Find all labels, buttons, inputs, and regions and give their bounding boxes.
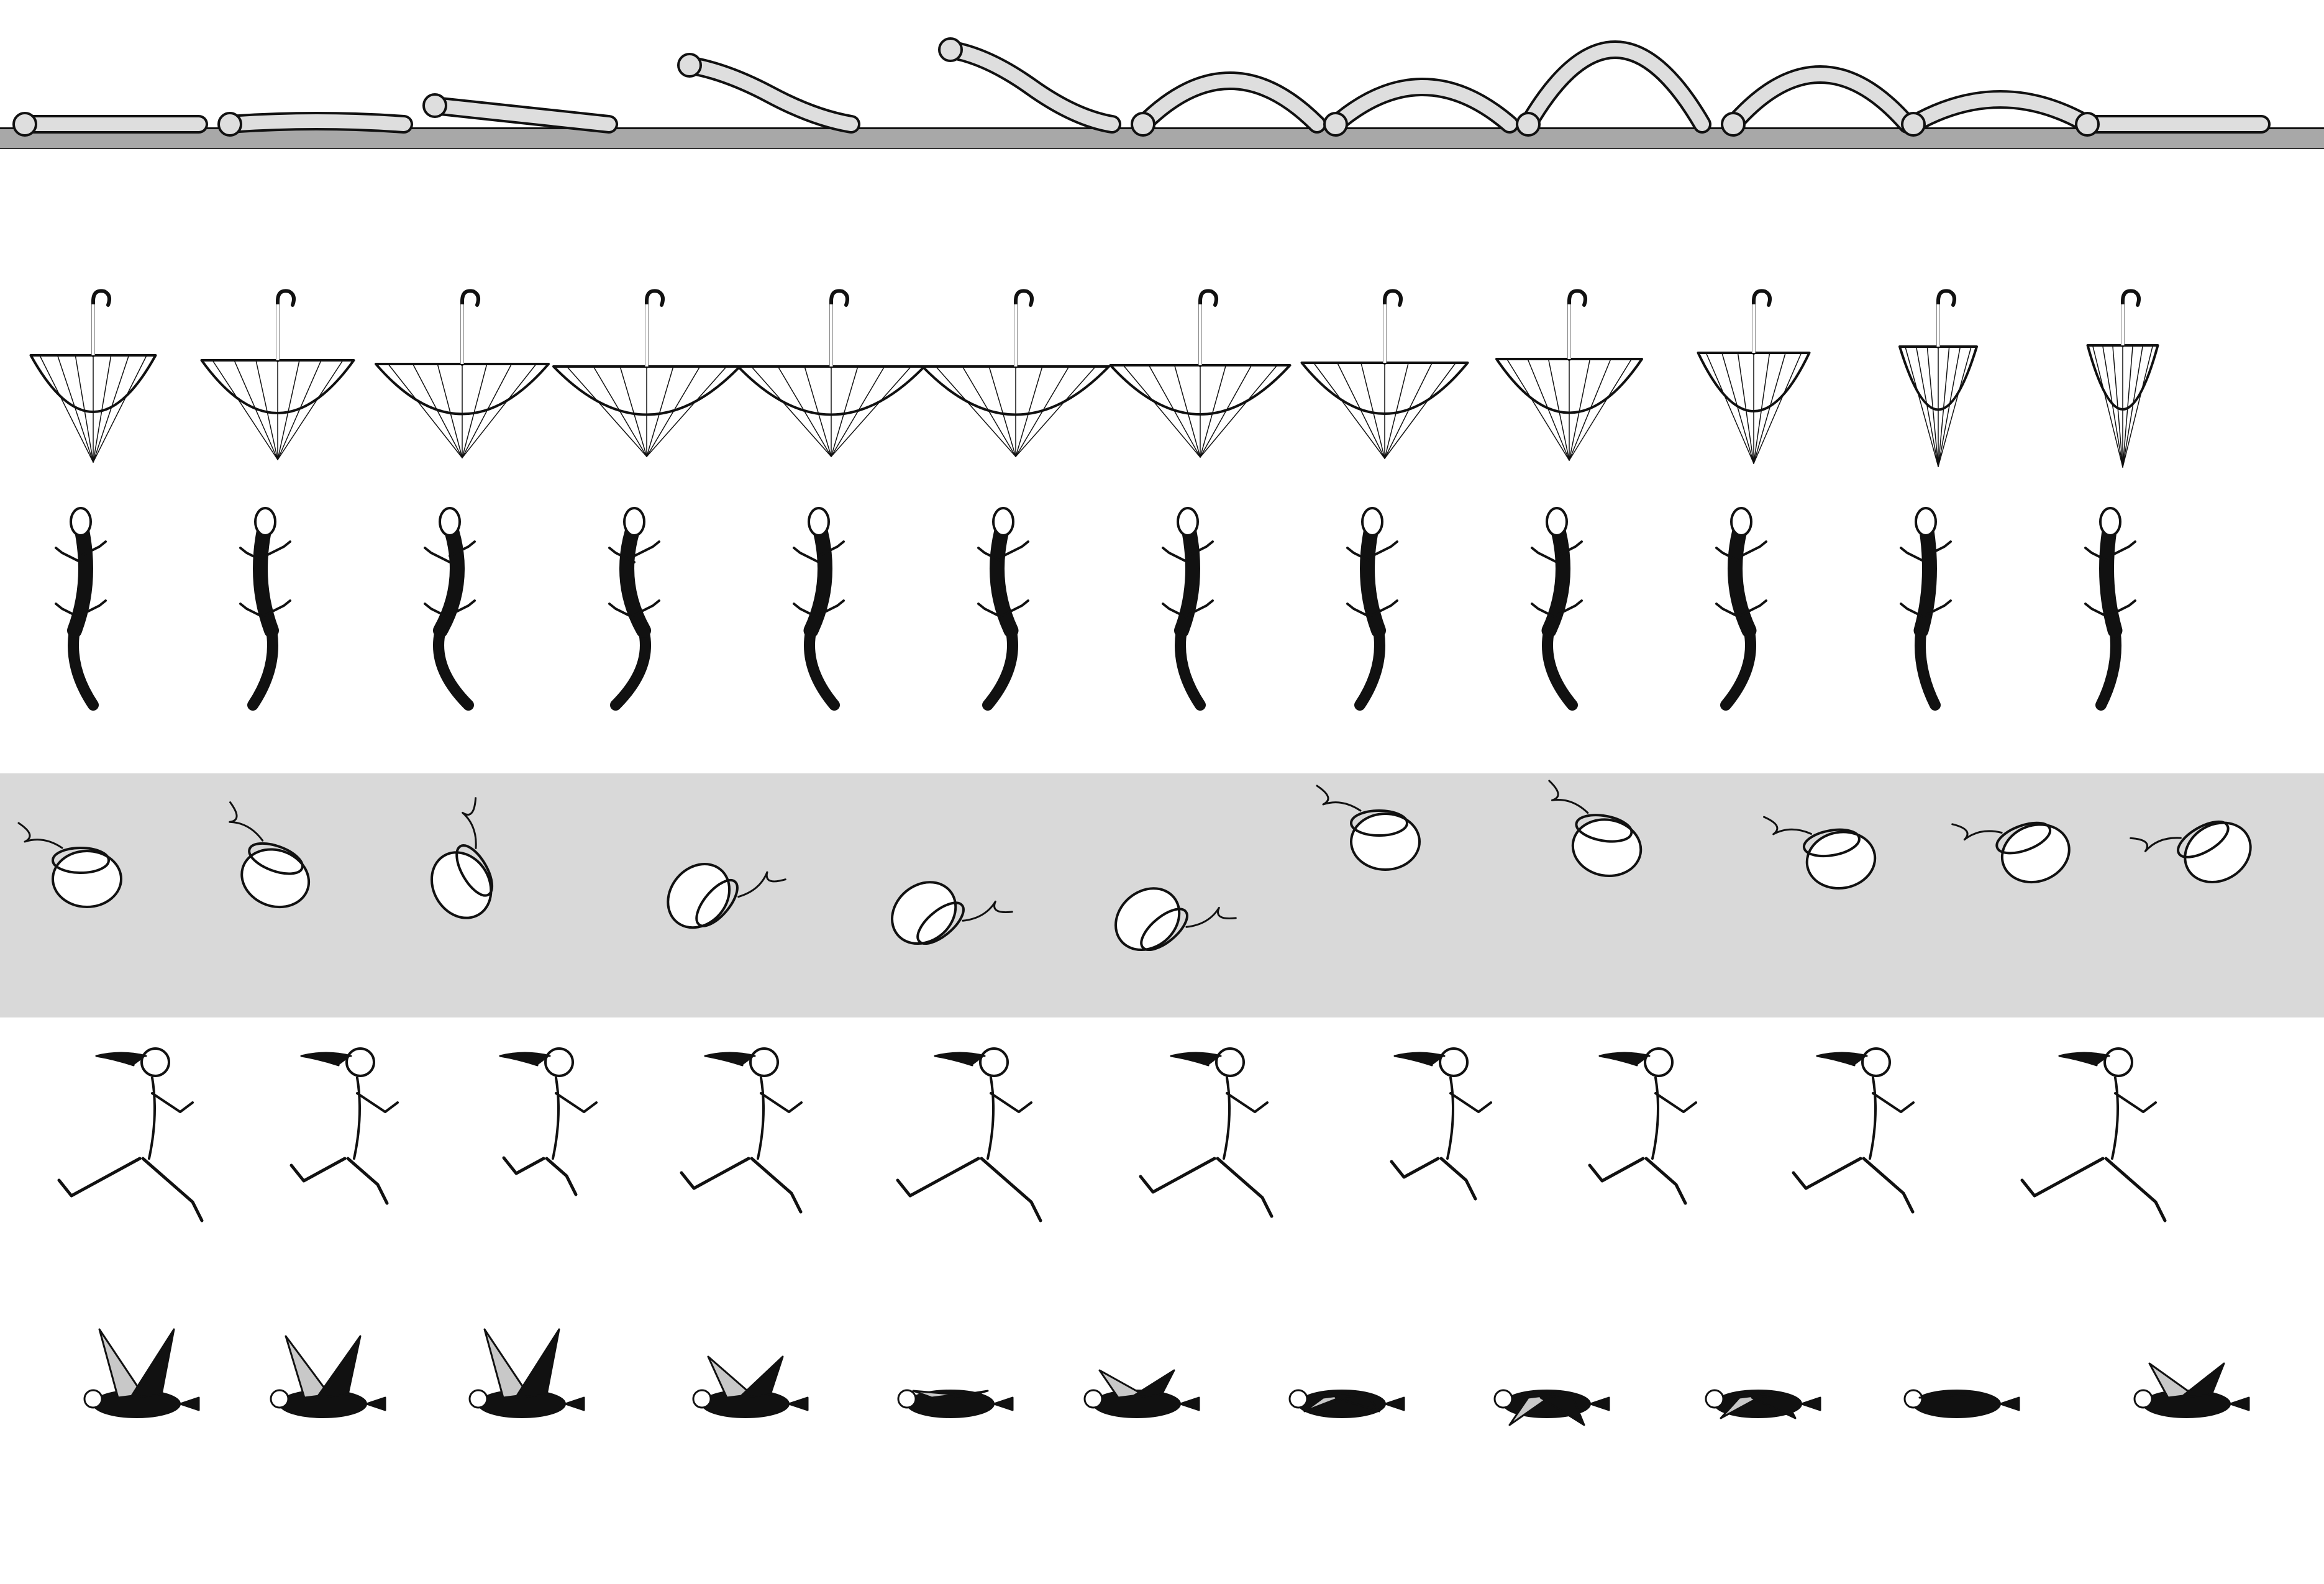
umbrella-row [29,289,2159,468]
eagle-frame [1493,1389,1610,1426]
running-woman-row [57,1047,2167,1222]
salamander-frame [1715,507,1767,711]
lamp-frame [1763,816,1877,890]
umbrella-frame [921,289,1110,457]
umbrella-frame [1109,289,1292,458]
runner-frame [289,1047,399,1205]
lamp-frame [229,801,311,909]
runner-frame [680,1047,803,1214]
eagle-frame [1705,1389,1821,1419]
umbrella-frame [552,289,741,457]
salamander-frame [1346,507,1398,711]
eagle-frame [83,1328,200,1418]
umbrella-frame [1898,289,1978,467]
lamp-frame [1548,780,1643,878]
lamp-frame [1114,887,1237,952]
eagle-frame [1903,1389,2020,1418]
lamp-frame [1951,821,2071,884]
inchworm-frame [1516,40,1711,137]
inchworm-row [12,37,2271,137]
salamander-frame [55,507,107,711]
falling-lamp-row [17,780,2252,952]
lamp-frame [430,797,494,919]
runner-frame [896,1047,1042,1222]
salamander-frame [239,507,291,711]
umbrella-frame [1300,289,1469,459]
salamander-frame [2084,507,2136,711]
umbrella-frame [29,289,157,463]
salamander-frame [1162,507,1214,711]
inchworm-frame [217,112,413,137]
salamander-frame [608,507,660,711]
runner-frame [57,1047,204,1222]
salamander-frame [1531,507,1583,711]
umbrella-frame [1697,289,1811,464]
inchworm-frame [2075,112,2271,137]
eagle-frame [1288,1389,1405,1418]
inchworm-frame [12,112,208,137]
runner-frame [1588,1047,1697,1205]
runner-frame [1390,1047,1492,1201]
inchworm-frame [938,37,1121,134]
inchworm-frame [1323,78,1519,137]
lamp-frame [891,881,1013,945]
inchworm-frame [1131,71,1326,137]
inchworm-frame [422,93,618,134]
salamander-frame [1900,507,1952,711]
salamander-row [55,507,2136,711]
umbrella-frame [375,289,550,458]
eagle-frame [897,1389,1014,1418]
eagle-frame [1083,1369,1200,1418]
umbrella-frame [1495,289,1643,461]
lamp-frame [1316,785,1421,871]
eagle-row [83,1328,2250,1426]
runner-frame [1139,1047,1274,1218]
lamp-frame [17,822,122,908]
eagle-frame [270,1335,386,1418]
inchworm-frame [1901,90,2097,137]
umbrella-frame [2086,289,2159,468]
inchworm-frame [1721,65,1916,137]
eagle-frame [692,1355,809,1418]
eagle-frame [2133,1362,2250,1418]
eagle-frame [468,1328,585,1418]
lamp-frame [667,863,786,929]
umbrella-frame [200,289,355,460]
salamander-frame [977,507,1029,711]
runner-frame [499,1047,598,1196]
inchworm-frame [677,53,860,134]
runner-frame [1792,1047,1915,1214]
runner-frame [2020,1047,2167,1222]
umbrella-frame [737,289,926,457]
salamander-frame [424,507,476,711]
salamander-frame [793,507,845,711]
lamp-frame [2130,820,2252,884]
